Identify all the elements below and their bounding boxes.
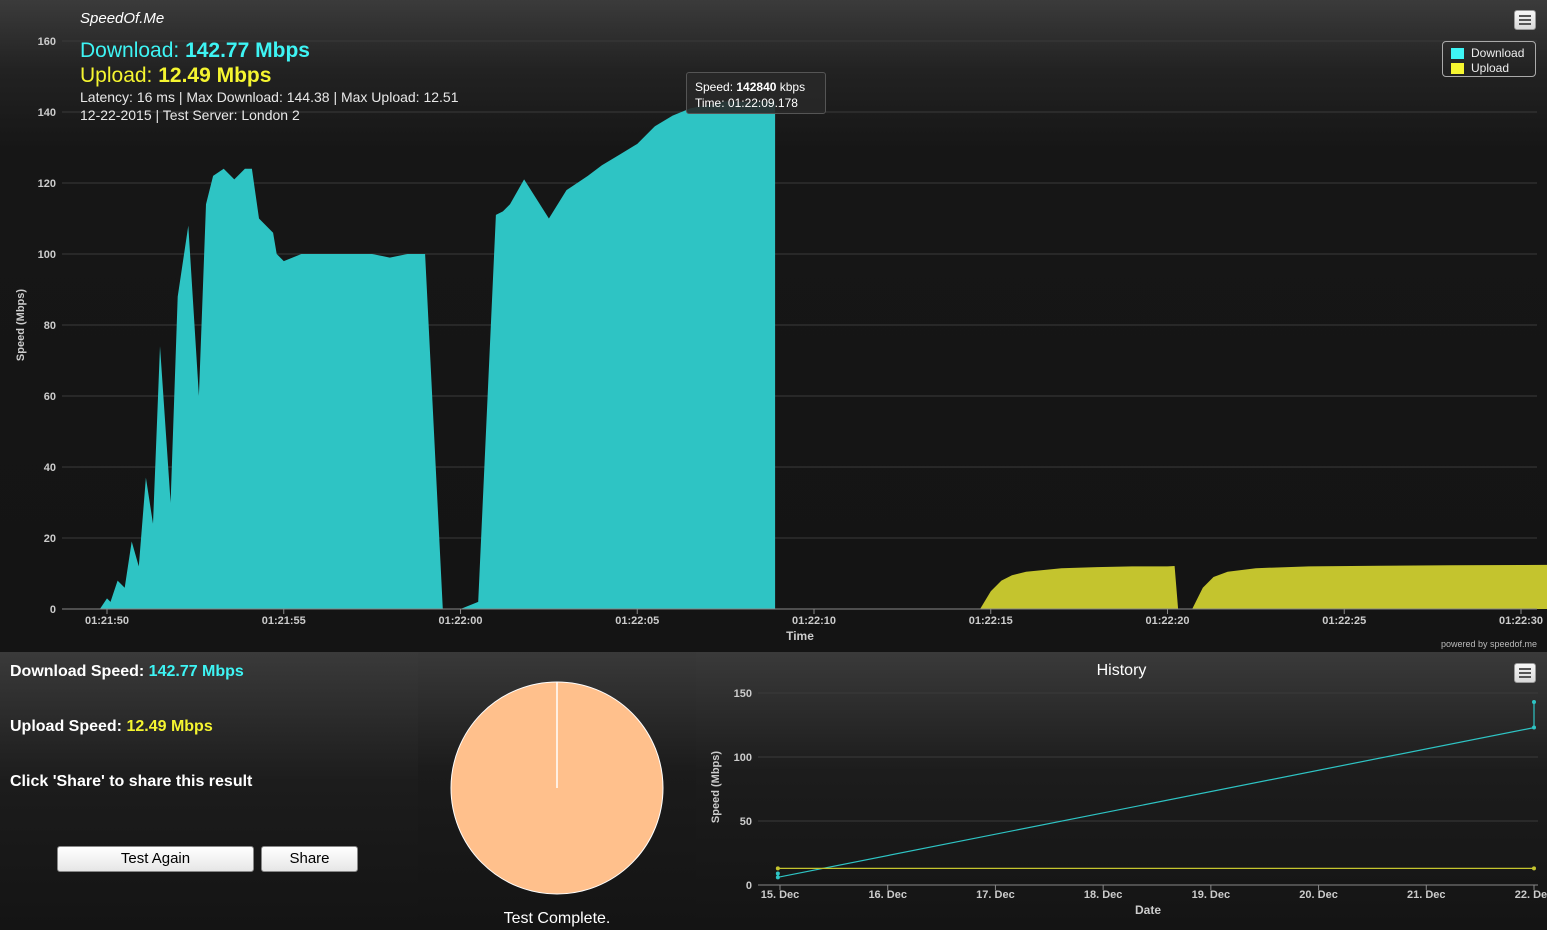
- download-speed-value: 142.77 Mbps: [148, 663, 244, 680]
- y-tick-label: 0: [50, 604, 56, 616]
- history-upload-point[interactable]: [1532, 866, 1536, 871]
- download-speed-stat: Download Speed: 142.77 Mbps: [10, 663, 244, 681]
- history-x-tick-label: 19. Dec: [1192, 889, 1231, 901]
- history-download-point[interactable]: [775, 871, 780, 876]
- progress-pie: [450, 681, 664, 895]
- tooltip-time-value: 01:22:09.178: [727, 96, 798, 110]
- share-hint: Click 'Share' to share this result: [10, 773, 253, 790]
- chart-legend: Download Upload: [1442, 41, 1536, 77]
- upload-summary-label: Upload:: [80, 64, 159, 87]
- result-summary: Download: 142.77 Mbps Upload: 12.49 Mbps…: [80, 38, 459, 124]
- y-tick-label: 140: [38, 107, 56, 119]
- history-x-tick-label: 15. Dec: [761, 889, 800, 901]
- tooltip-speed: Speed: 142840 kbps: [695, 79, 825, 95]
- download-summary-value: 142.77 Mbps: [185, 39, 310, 62]
- tooltip-time: Time: 01:22:09.178: [695, 95, 825, 111]
- test-again-button[interactable]: Test Again: [57, 846, 254, 872]
- x-tick-label: 01:22:20: [1145, 615, 1189, 627]
- upload-area[interactable]: [980, 564, 1547, 609]
- y-tick-label: 60: [44, 391, 56, 403]
- x-tick-label: 01:22:05: [615, 615, 659, 627]
- legend-download-label: Download: [1471, 46, 1525, 60]
- x-tick-label: 01:22:10: [792, 615, 836, 627]
- history-x-tick-label: 21. Dec: [1407, 889, 1446, 901]
- latency-line: Latency: 16 ms | Max Download: 144.38 | …: [80, 89, 459, 105]
- history-menu-button[interactable]: [1514, 663, 1536, 683]
- y-tick-label: 120: [38, 178, 56, 190]
- upload-summary-value: 12.49 Mbps: [158, 64, 272, 87]
- x-tick-label: 01:22:15: [969, 615, 1013, 627]
- x-tick-label: 01:22:30: [1499, 615, 1543, 627]
- y-tick-label: 100: [38, 249, 56, 261]
- x-tick-label: 01:21:55: [262, 615, 306, 627]
- tooltip-speed-value: 142840: [736, 80, 777, 94]
- server-line: 12-22-2015 | Test Server: London 2: [80, 107, 300, 123]
- share-button[interactable]: Share: [261, 846, 358, 872]
- history-chart: 0 50 100 150 15. Dec 16. Dec 17. Dec 18. Dec 19.…: [710, 688, 1547, 917]
- y-tick-label: 160: [38, 36, 56, 48]
- legend-item-download[interactable]: Download: [1451, 46, 1535, 61]
- legend-item-upload[interactable]: Upload: [1451, 61, 1535, 76]
- history-download-point[interactable]: [775, 875, 780, 880]
- y-tick-label: 20: [44, 533, 56, 545]
- upload-swatch: [1451, 63, 1464, 74]
- upload-speed-label: Upload Speed:: [10, 718, 127, 735]
- result-panel: [0, 652, 418, 930]
- x-tick-label: 01:22:25: [1322, 615, 1366, 627]
- history-panel: 0 50 100 150 15. Dec 16. Dec 17. Dec 18. Dec 19.…: [696, 652, 1547, 930]
- legend-upload-label: Upload: [1471, 61, 1510, 75]
- history-x-tick-label: 17. Dec: [976, 889, 1015, 901]
- speed-chart: 0 20 40 60 80 100 120 140 160 01:21:50 01:21:55 01:…: [15, 36, 1547, 643]
- history-menu-icon: [1519, 668, 1531, 670]
- download-swatch: [1451, 48, 1464, 59]
- history-x-tick-label: 16. Dec: [868, 889, 907, 901]
- tooltip-speed-unit: kbps: [776, 80, 806, 94]
- history-title: History: [1096, 662, 1147, 679]
- tooltip-time-label: Time:: [695, 96, 728, 110]
- history-y-tick-label: 100: [734, 752, 752, 764]
- download-summary: Download: 142.77 Mbps: [80, 38, 459, 63]
- y-axis-label: Speed (Mbps): [15, 289, 27, 361]
- y-tick-label: 80: [44, 320, 56, 332]
- history-y-tick-label: 0: [746, 880, 752, 892]
- x-tick-label: 01:22:00: [438, 615, 482, 627]
- history-x-axis-label: Date: [1135, 903, 1161, 917]
- x-axis-label: Time: [786, 629, 814, 643]
- history-x-tick-label: 20. Dec: [1299, 889, 1338, 901]
- tooltip-speed-label: Speed:: [695, 80, 737, 94]
- y-tick-label: 40: [44, 462, 56, 474]
- download-speed-label: Download Speed:: [10, 663, 149, 680]
- download-area[interactable]: [99, 101, 776, 610]
- brand-title: SpeedOf.Me: [80, 10, 165, 27]
- history-y-tick-label: 50: [740, 816, 752, 828]
- upload-speed-value: 12.49 Mbps: [126, 718, 213, 735]
- upload-speed-stat: Upload Speed: 12.49 Mbps: [10, 718, 213, 736]
- menu-icon: [1519, 15, 1531, 17]
- progress-panel: [418, 652, 696, 930]
- x-tick-label: 01:21:50: [85, 615, 129, 627]
- history-upload-point[interactable]: [775, 866, 780, 871]
- chart-tooltip: Speed: 142840 kbps Time: 01:22:09.178: [686, 72, 826, 114]
- chart-menu-button[interactable]: [1514, 10, 1536, 30]
- history-download-point[interactable]: [1532, 725, 1536, 730]
- history-y-tick-label: 150: [734, 688, 752, 700]
- upload-summary: Upload: 12.49 Mbps: [80, 63, 459, 88]
- download-summary-label: Download:: [80, 39, 186, 62]
- history-x-tick-label: 18. Dec: [1084, 889, 1123, 901]
- test-status: Test Complete.: [503, 910, 611, 927]
- history-download-line: [777, 702, 1535, 879]
- history-download-point[interactable]: [1532, 699, 1536, 704]
- powered-by-link[interactable]: powered by speedof.me: [1440, 639, 1537, 649]
- history-x-tick-label: 22. Dec: [1515, 889, 1547, 901]
- speed-chart-panel: 0 20 40 60 80 100 120 140 160 01:21:50 01:21:55 01:…: [0, 0, 1547, 652]
- history-y-axis-label: Speed (Mbps): [710, 751, 722, 823]
